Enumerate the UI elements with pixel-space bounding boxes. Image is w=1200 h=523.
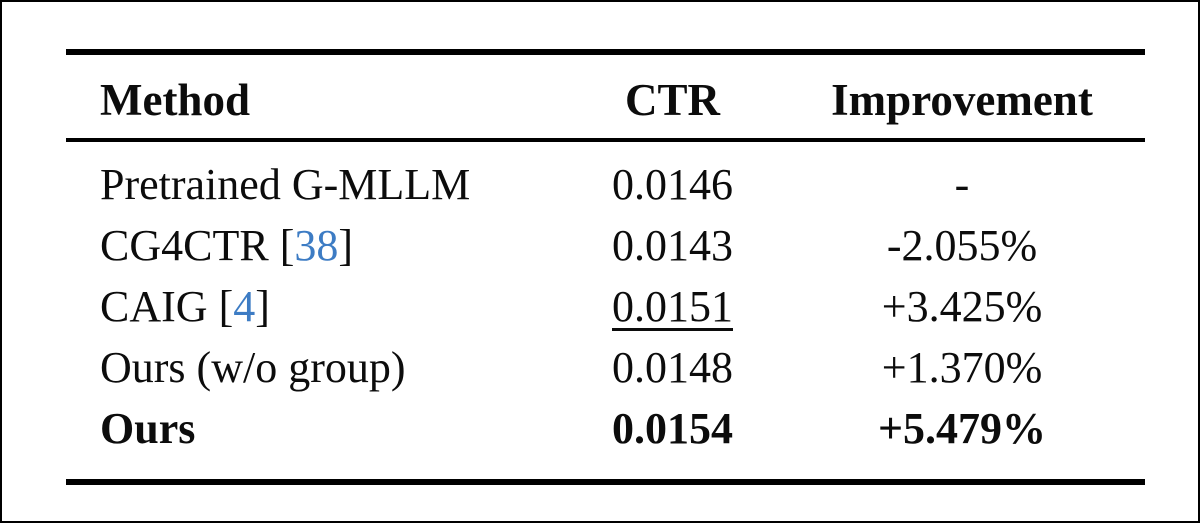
citation-bracket-close: ] bbox=[255, 282, 270, 331]
method-label: Ours bbox=[100, 404, 196, 453]
improvement-cell: - bbox=[954, 160, 970, 209]
table-row: Pretrained G-MLLM 0.0146 - bbox=[66, 140, 1145, 215]
method-cell: CG4CTR [38] bbox=[66, 215, 566, 276]
ctr-cell: 0.0143 bbox=[566, 215, 779, 276]
citation-link[interactable]: 4 bbox=[233, 282, 256, 331]
table-row: Ours 0.0154 +5.479% bbox=[66, 398, 1145, 482]
ctr-value: 0.0151 bbox=[612, 282, 733, 331]
method-label: CAIG bbox=[100, 282, 208, 331]
ctr-cell: 0.0148 bbox=[566, 337, 779, 398]
citation-bracket-open: [ bbox=[207, 282, 234, 331]
improvement-cell: +1.370% bbox=[881, 343, 1043, 392]
results-table-area: Method CTR Improvement Pretrained G-MLLM… bbox=[66, 49, 1145, 485]
method-cell: Ours bbox=[66, 398, 566, 482]
ctr-value: 0.0154 bbox=[612, 404, 733, 453]
method-label: CG4CTR bbox=[100, 221, 269, 270]
table-row: Ours (w/o group) 0.0148 +1.370% bbox=[66, 337, 1145, 398]
ctr-value: 0.0148 bbox=[612, 343, 733, 392]
ctr-value: 0.0146 bbox=[612, 160, 733, 209]
header-row: Method CTR Improvement bbox=[66, 52, 1145, 142]
ctr-cell: 0.0151 bbox=[566, 276, 779, 337]
citation-link[interactable]: 38 bbox=[294, 221, 339, 270]
citation-bracket-open: [ bbox=[268, 221, 295, 270]
method-cell: Ours (w/o group) bbox=[66, 337, 566, 398]
ctr-cell: 0.0146 bbox=[566, 140, 779, 215]
improvement-cell: +3.425% bbox=[881, 282, 1043, 331]
ctr-value: 0.0143 bbox=[612, 221, 733, 270]
citation-bracket-close: ] bbox=[338, 221, 354, 270]
method-label: Pretrained G-MLLM bbox=[100, 160, 471, 209]
table-row: CAIG [4] 0.0151 +3.425% bbox=[66, 276, 1145, 337]
col-header-ctr: CTR bbox=[566, 52, 779, 142]
method-label: Ours (w/o group) bbox=[100, 343, 406, 392]
ctr-cell: 0.0154 bbox=[566, 398, 779, 482]
results-table: Method CTR Improvement Pretrained G-MLLM… bbox=[66, 49, 1145, 485]
table-row: CG4CTR [38] 0.0143 -2.055% bbox=[66, 215, 1145, 276]
col-header-improvement: Improvement bbox=[779, 52, 1145, 142]
improvement-cell: -2.055% bbox=[886, 221, 1038, 270]
col-header-method: Method bbox=[66, 52, 566, 142]
improvement-cell: +5.479% bbox=[877, 404, 1047, 453]
method-cell: CAIG [4] bbox=[66, 276, 566, 337]
method-cell: Pretrained G-MLLM bbox=[66, 140, 566, 215]
